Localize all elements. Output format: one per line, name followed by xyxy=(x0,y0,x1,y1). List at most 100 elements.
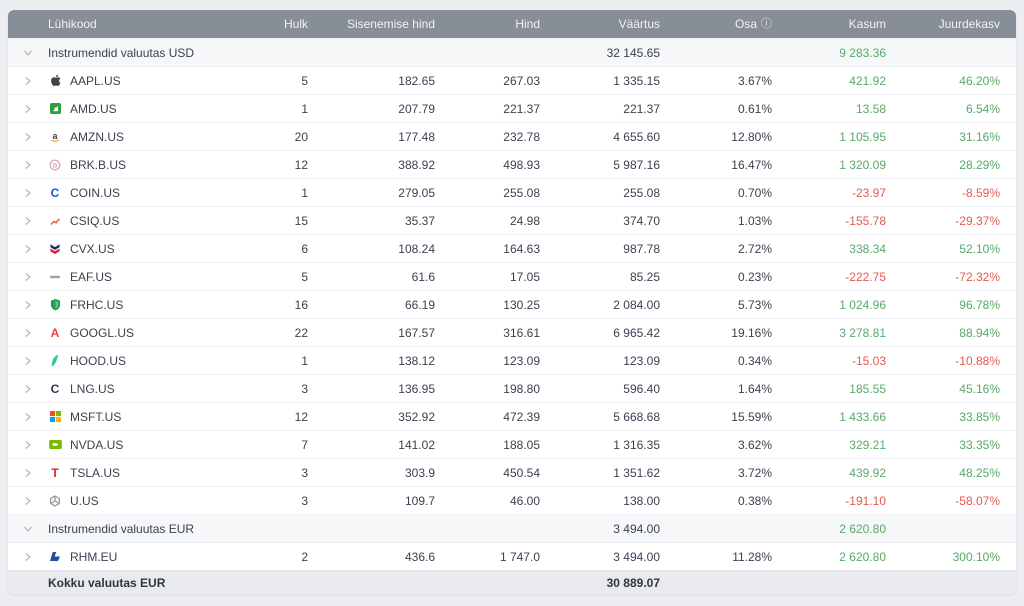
chevron-down-icon[interactable] xyxy=(8,39,48,66)
amazon-logo-icon: a xyxy=(48,131,62,143)
column-header-quantity[interactable]: Hulk xyxy=(283,17,308,31)
chevron-right-icon[interactable] xyxy=(8,235,48,262)
ticker-cell: NVDA.US xyxy=(48,438,270,452)
table-row[interactable]: C COIN.US 1 279.05 255.08 255.08 0.70% -23.97 -8… xyxy=(8,178,1016,206)
profit-cell: 185.55 xyxy=(849,381,886,396)
group-row[interactable]: Instrumendid valuutas EUR 3 494.00 2 620.8… xyxy=(8,514,1016,542)
chevron-right-icon[interactable] xyxy=(8,123,48,150)
table-row[interactable]: B BRK.B.US 12 388.92 498.93 5 987.16 16.47% 1 3… xyxy=(8,150,1016,178)
column-header-share[interactable]: Osa ⓘ xyxy=(660,17,772,31)
table-row[interactable]: NVDA.US 7 141.02 188.05 1 316.35 3.62% 329.21 3… xyxy=(8,430,1016,458)
column-header-profit[interactable]: Kasum xyxy=(848,17,886,31)
chevron-right-icon[interactable] xyxy=(8,151,48,178)
microsoft-logo-icon xyxy=(48,411,62,422)
chevron-right-icon[interactable] xyxy=(8,207,48,234)
growth-cell: 31.16% xyxy=(959,129,1000,144)
alphabet-logo-icon: A xyxy=(50,325,60,340)
group-label: Instrumendid valuutas EUR xyxy=(48,521,195,536)
share-cell: 0.23% xyxy=(737,269,772,284)
entry-price-cell: 35.37 xyxy=(404,213,435,228)
share-cell: 15.59% xyxy=(731,409,772,424)
column-header-growth[interactable]: Juurdekasv xyxy=(938,17,1000,31)
apple-logo-icon xyxy=(48,74,62,87)
ticker-label: BRK.B.US xyxy=(70,157,127,172)
entry-price-cell: 109.7 xyxy=(404,493,435,508)
tesla-logo-icon: T xyxy=(51,465,59,480)
ticker-cell: C LNG.US xyxy=(48,382,270,396)
share-cell: 0.70% xyxy=(737,185,772,200)
quantity-cell: 12 xyxy=(294,157,308,172)
quantity-cell: 3 xyxy=(301,465,308,480)
table-row[interactable]: MSFT.US 12 352.92 472.39 5 668.68 15.59% 1 433… xyxy=(8,402,1016,430)
ticker-cell: T TSLA.US xyxy=(48,466,270,480)
price-cell: 130.25 xyxy=(503,297,540,312)
ticker-label: NVDA.US xyxy=(70,437,124,452)
quantity-cell: 7 xyxy=(301,437,308,452)
profit-cell: 3 278.81 xyxy=(839,325,886,340)
chevron-right-icon[interactable] xyxy=(8,431,48,458)
table-row[interactable]: FRHC.US 16 66.19 130.25 2 084.00 5.73% 1 024.9… xyxy=(8,290,1016,318)
chevron-right-icon[interactable] xyxy=(8,347,48,374)
chevron-right-icon[interactable] xyxy=(8,263,48,290)
share-cell: 2.72% xyxy=(737,241,772,256)
quantity-cell: 5 xyxy=(301,73,308,88)
value-cell: 123.09 xyxy=(623,353,660,368)
table-row[interactable]: RHM.EU 2 436.6 1 747.0 3 494.00 11.28% 2 620.8… xyxy=(8,542,1016,570)
profit-cell: 1 433.66 xyxy=(839,409,886,424)
ticker-cell: CVX.US xyxy=(48,242,270,256)
ticker-label: AMZN.US xyxy=(70,129,124,144)
group-row[interactable]: Instrumendid valuutas USD 32 145.65 9 283.… xyxy=(8,38,1016,66)
growth-cell: -72.32% xyxy=(955,269,1000,284)
chevron-down-icon[interactable] xyxy=(8,515,48,542)
table-body: Instrumendid valuutas USD 32 145.65 9 283.… xyxy=(8,38,1016,570)
column-header-price[interactable]: Hind xyxy=(515,17,540,31)
svg-text:B: B xyxy=(53,162,57,169)
price-cell: 46.00 xyxy=(509,493,540,508)
chevron-right-icon[interactable] xyxy=(8,375,48,402)
table-row[interactable]: CSIQ.US 15 35.37 24.98 374.70 1.03% -155.78 -29… xyxy=(8,206,1016,234)
group-profit: 2 620.80 xyxy=(839,521,886,536)
entry-price-cell: 303.9 xyxy=(404,465,435,480)
value-cell: 255.08 xyxy=(623,185,660,200)
entry-price-cell: 136.95 xyxy=(398,381,435,396)
chevron-right-icon[interactable] xyxy=(8,319,48,346)
graftech-logo-icon xyxy=(48,271,62,283)
table-row[interactable]: C LNG.US 3 136.95 198.80 596.40 1.64% 185.55 45.… xyxy=(8,374,1016,402)
growth-cell: 45.16% xyxy=(959,381,1000,396)
ticker-cell: U.US xyxy=(48,494,270,508)
value-cell: 5 987.16 xyxy=(613,157,660,172)
table-row[interactable]: A GOOGL.US 22 167.57 316.61 6 965.42 19.16% 3 2… xyxy=(8,318,1016,346)
share-cell: 5.73% xyxy=(737,297,772,312)
chevron-right-icon[interactable] xyxy=(8,291,48,318)
ticker-label: COIN.US xyxy=(70,185,121,200)
entry-price-cell: 167.57 xyxy=(398,325,435,340)
chevron-right-icon[interactable] xyxy=(8,543,48,570)
profit-cell: 1 105.95 xyxy=(839,129,886,144)
column-header-value[interactable]: Väärtus xyxy=(618,17,660,31)
table-row[interactable]: HOOD.US 1 138.12 123.09 123.09 0.34% -15.03 -10… xyxy=(8,346,1016,374)
entry-price-cell: 66.19 xyxy=(404,297,435,312)
value-cell: 1 351.62 xyxy=(613,465,660,480)
column-header-ticker[interactable]: Lühikood xyxy=(48,17,97,31)
chevron-right-icon[interactable] xyxy=(8,67,48,94)
chevron-right-icon[interactable] xyxy=(8,95,48,122)
table-row[interactable]: U.US 3 109.7 46.00 138.00 0.38% -191.10 -58.07% xyxy=(8,486,1016,514)
share-cell: 16.47% xyxy=(731,157,772,172)
table-row[interactable]: EAF.US 5 61.6 17.05 85.25 0.23% -222.75 -72.32% xyxy=(8,262,1016,290)
table-row[interactable]: AMD.US 1 207.79 221.37 221.37 0.61% 13.58 6.54% xyxy=(8,94,1016,122)
growth-cell: -29.37% xyxy=(955,213,1000,228)
info-circle-icon[interactable]: ⓘ xyxy=(761,17,772,30)
table-row[interactable]: a AMZN.US 20 177.48 232.78 4 655.60 12.80% 1 10… xyxy=(8,122,1016,150)
column-header-entry-price[interactable]: Sisenemise hind xyxy=(346,17,435,31)
chevron-right-icon[interactable] xyxy=(8,403,48,430)
ticker-cell: A GOOGL.US xyxy=(48,326,270,340)
table-row[interactable]: T TSLA.US 3 303.9 450.54 1 351.62 3.72% 439.92 4… xyxy=(8,458,1016,486)
table-row[interactable]: CVX.US 6 108.24 164.63 987.78 2.72% 338.34 52.1… xyxy=(8,234,1016,262)
chevron-right-icon[interactable] xyxy=(8,179,48,206)
price-cell: 188.05 xyxy=(503,437,540,452)
table-row[interactable]: AAPL.US 5 182.65 267.03 1 335.15 3.67% 421.92 4… xyxy=(8,66,1016,94)
chevron-right-icon[interactable] xyxy=(8,459,48,486)
profit-cell: 338.34 xyxy=(849,241,886,256)
chevron-right-icon[interactable] xyxy=(8,487,48,514)
unity-logo-icon xyxy=(48,494,62,507)
